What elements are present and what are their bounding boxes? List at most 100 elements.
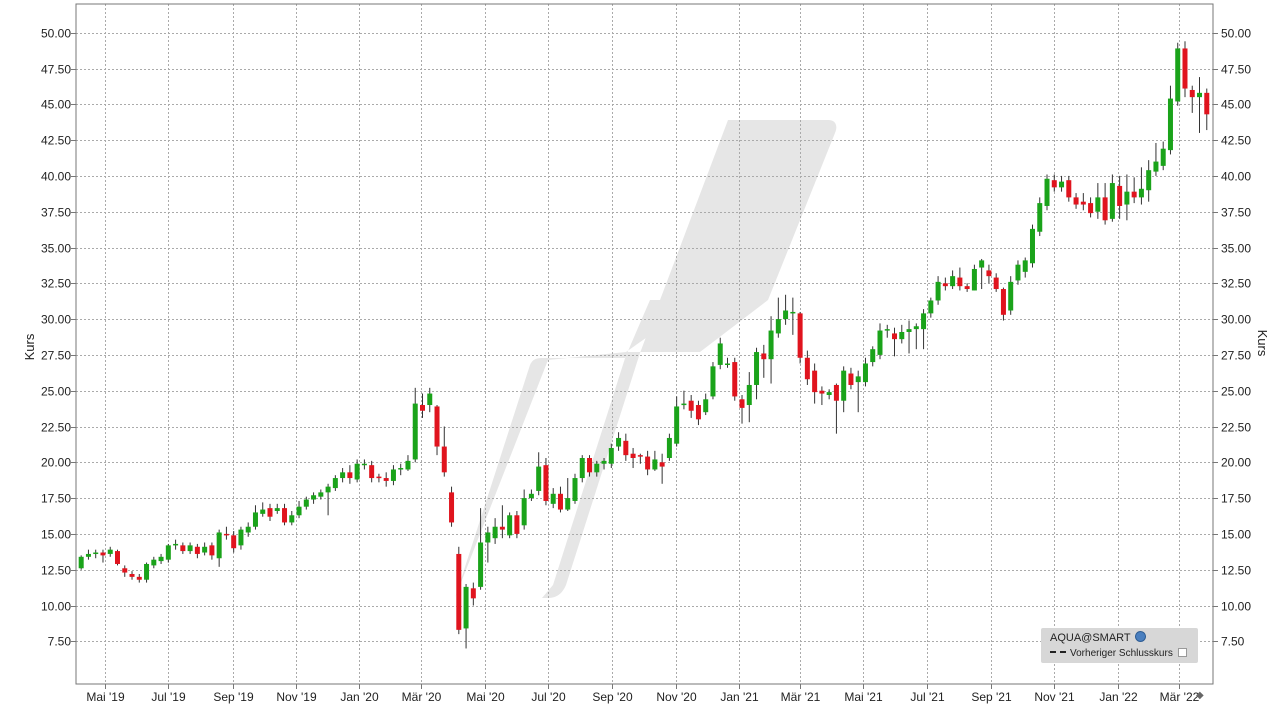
candle-body (332, 478, 338, 489)
candle (1102, 183, 1108, 225)
candle-body (587, 458, 593, 473)
checkbox-icon[interactable] (1177, 648, 1187, 657)
candle-body (282, 508, 288, 523)
candle-body (231, 535, 237, 549)
candle (1167, 85, 1173, 155)
candle-body (361, 463, 367, 466)
y-tick-label-right: 17.50 (1221, 492, 1251, 506)
x-tick-label: Nov '20 (656, 690, 697, 704)
candle-body (412, 403, 418, 460)
candle-body (318, 492, 324, 497)
candle (173, 539, 179, 550)
candle (311, 492, 317, 504)
candle (775, 297, 781, 338)
legend-prev-close-row[interactable]: Vorheriger Schlusskurs (1050, 647, 1187, 661)
candle (833, 383, 839, 434)
candle (1153, 142, 1159, 176)
candle (485, 526, 491, 563)
candle-body (616, 437, 622, 447)
candle (812, 363, 818, 404)
candle (826, 389, 832, 400)
y-tick-label-left: 10.00 (41, 600, 71, 614)
candle (463, 584, 469, 649)
candle-body (1146, 170, 1152, 191)
candle-body (1117, 185, 1123, 206)
candle-body (456, 553, 462, 630)
candle-body (761, 353, 767, 360)
y-tick-label-left: 22.50 (41, 421, 71, 435)
candle-body (645, 456, 651, 470)
candle-body (921, 313, 927, 330)
y-tick-label-right: 25.00 (1221, 385, 1251, 399)
candle (565, 478, 571, 511)
candle (1008, 276, 1014, 315)
candle (732, 357, 738, 401)
candle (238, 526, 244, 550)
candle-body (550, 493, 556, 504)
y-tick-label-left: 25.00 (41, 385, 71, 399)
candle-body (572, 478, 578, 501)
candle (892, 327, 898, 357)
candle-body (1182, 48, 1188, 89)
candle (216, 529, 222, 567)
candle-body (260, 509, 266, 514)
candle (964, 283, 970, 292)
candle (935, 276, 941, 305)
candle (819, 386, 825, 406)
watermark-shape (455, 120, 837, 598)
candle-body (144, 563, 150, 580)
candle-body (1015, 264, 1021, 281)
candle-body (717, 343, 723, 365)
axes: 50.00 50.00 47.50 47.50 45.00 45.00 42.50 42.50… (41, 3, 1251, 704)
candle (456, 546, 462, 635)
scroll-right-icon[interactable]: ◆ (1196, 690, 1204, 701)
candle-body (536, 466, 542, 491)
candle (797, 311, 803, 364)
y-tick-label-left: 15.00 (41, 528, 71, 542)
x-tick-label: Sep '20 (592, 690, 633, 704)
candle-body (209, 545, 215, 556)
y-tick-label-right: 10.00 (1221, 600, 1251, 614)
candle (521, 489, 527, 530)
candle (1066, 175, 1072, 202)
candle-body (913, 326, 919, 330)
candle (1175, 42, 1181, 106)
candle (449, 486, 455, 527)
candle-body (521, 498, 527, 526)
candle-body (1138, 188, 1144, 198)
candle-body (754, 352, 760, 385)
dashed-line-icon (1050, 651, 1066, 653)
y-tick-label-right: 7.50 (1221, 635, 1245, 649)
candle-body (252, 512, 258, 527)
candle (398, 463, 404, 476)
y-tick-label-right: 37.50 (1221, 206, 1251, 220)
candle-body (892, 333, 898, 340)
candle (572, 473, 578, 504)
candle (376, 473, 382, 483)
candle (841, 366, 847, 413)
candle (85, 549, 91, 560)
candle-body (441, 446, 447, 473)
candle (347, 465, 353, 484)
candle (1109, 174, 1115, 222)
y-tick-label-right: 47.50 (1221, 63, 1251, 77)
candle-body (1109, 183, 1115, 219)
candle-body (1102, 197, 1108, 221)
candle-body (623, 440, 629, 456)
candle (223, 526, 229, 540)
candle (579, 455, 585, 483)
candle-body (136, 576, 142, 580)
candle (703, 393, 709, 416)
candle-body (303, 499, 309, 507)
candle (144, 562, 150, 583)
candle-body (528, 493, 534, 499)
candle-body (499, 526, 505, 530)
candle (158, 553, 164, 564)
candle-body (202, 546, 208, 553)
candle (1117, 175, 1123, 219)
x-tick-label: Nov '21 (1034, 690, 1075, 704)
candle-body (1022, 260, 1028, 272)
globe-icon[interactable] (1134, 631, 1146, 642)
